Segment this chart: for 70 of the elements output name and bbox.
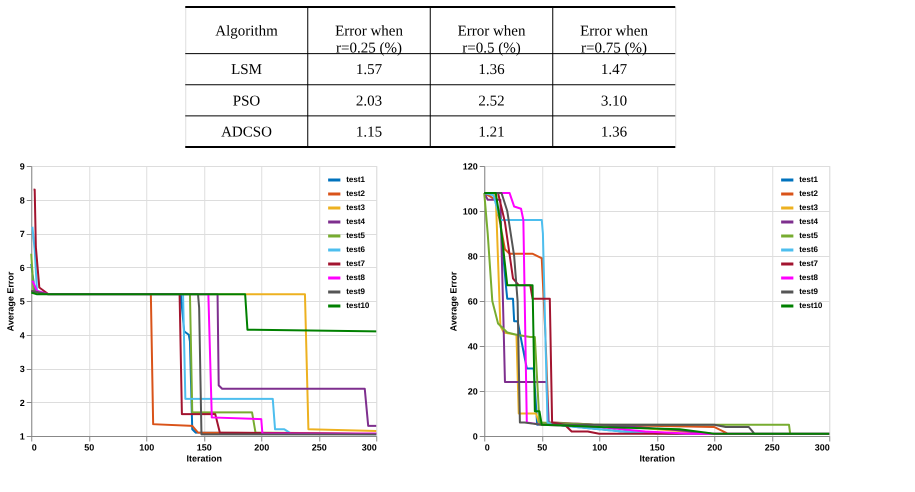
category-label: PSO xyxy=(232,93,260,110)
x-tick-label: 200 xyxy=(254,442,270,452)
text: Error when r=0.75 (%) xyxy=(580,23,648,56)
data-label: 1.36 xyxy=(478,62,506,78)
legend-label: test10 xyxy=(346,301,370,310)
x-tick-label: 250 xyxy=(764,442,780,452)
y-tick-label: 120 xyxy=(462,162,478,172)
category-label: LSM xyxy=(231,62,262,78)
legend-label: test2 xyxy=(799,189,818,198)
legend-label: test4 xyxy=(799,217,818,226)
data-label: 1.36 xyxy=(600,124,628,140)
y-tick-label: 20 xyxy=(468,386,478,396)
legend-label: test9 xyxy=(346,287,366,296)
legend-label: test7 xyxy=(799,259,818,268)
legend-label: test8 xyxy=(799,273,818,282)
y-tick-label: 60 xyxy=(468,296,478,306)
data-label: 1.15 xyxy=(356,124,382,140)
x-tick-label: 200 xyxy=(707,442,722,452)
legend-label: test9 xyxy=(799,287,818,296)
x-tick-label: 0 xyxy=(32,442,37,452)
legend-label: test10 xyxy=(799,301,823,310)
category-label: ADCSO xyxy=(221,124,272,140)
x-tick-label: 250 xyxy=(312,442,327,452)
x-tick-label: 50 xyxy=(537,442,548,452)
data-label: 3.10 xyxy=(600,93,628,110)
text: Algorithm xyxy=(215,23,278,40)
y-tick-label: 1 xyxy=(20,432,25,442)
legend-label: test1 xyxy=(799,175,818,184)
data-label: 2.03 xyxy=(356,93,382,110)
y-tick-label: 4 xyxy=(20,330,25,340)
y-tick-label: 5 xyxy=(20,296,25,306)
x-tick-label: 100 xyxy=(592,442,608,452)
y-tick-label: 100 xyxy=(462,206,478,216)
legend-label: test1 xyxy=(346,175,366,184)
x-tick-label: 300 xyxy=(362,442,377,452)
data-label: 1.21 xyxy=(478,124,505,140)
y-tick-label: 40 xyxy=(468,342,478,352)
legend-label: test5 xyxy=(799,231,818,240)
legend-label: test5 xyxy=(346,231,366,240)
y-tick-label: 3 xyxy=(20,364,25,374)
x-axis-title: Iteration xyxy=(639,454,676,464)
x-tick-label: 0 xyxy=(484,442,490,452)
legend-label: test7 xyxy=(346,259,366,268)
legend-label: test4 xyxy=(346,217,366,226)
x-tick-label: 300 xyxy=(814,442,830,452)
y-axis-title: Average Error xyxy=(6,271,16,332)
x-tick-label: 150 xyxy=(650,442,665,452)
x-tick-label: 150 xyxy=(196,442,212,452)
data-label: 2.52 xyxy=(478,93,505,110)
x-tick-label: 50 xyxy=(84,442,94,452)
legend-label: test6 xyxy=(346,245,366,254)
y-tick-label: 8 xyxy=(20,195,25,206)
y-tick-label: 0 xyxy=(472,432,478,442)
y-tick-label: 9 xyxy=(20,162,25,172)
legend-label: test8 xyxy=(346,273,366,282)
data-label: 1.57 xyxy=(356,62,383,78)
y-tick-label: 7 xyxy=(20,229,25,239)
y-tick-label: 6 xyxy=(20,262,25,273)
legend-label: test6 xyxy=(799,245,818,254)
y-tick-label: 80 xyxy=(468,252,478,262)
legend-label: test3 xyxy=(799,203,818,212)
y-tick-label: 2 xyxy=(20,398,25,408)
text: Error when r=0.25 (%) xyxy=(335,23,404,56)
x-tick-label: 100 xyxy=(139,442,154,452)
legend-label: test3 xyxy=(346,203,366,212)
y-axis-title: Average Error xyxy=(448,271,459,332)
data-label: 1.47 xyxy=(600,62,628,78)
x-axis-title: Iteration xyxy=(186,454,222,464)
text: Error when r=0.5 (%) xyxy=(458,23,526,56)
legend-label: test2 xyxy=(346,189,366,198)
